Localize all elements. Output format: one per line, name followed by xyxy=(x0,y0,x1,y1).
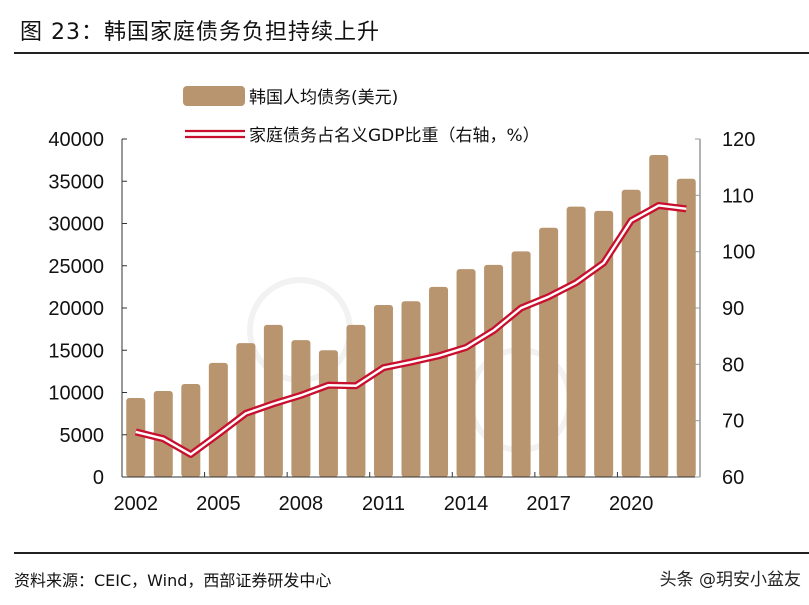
legend-line-label: 家庭债务占名义GDP比重（右轴，%） xyxy=(249,126,540,146)
chart-title: 图 23：韩国家庭债务负担持续上升 xyxy=(20,20,380,45)
bar-2015 xyxy=(484,264,504,477)
x-tick-label: 2020 xyxy=(609,493,654,515)
bar-2004 xyxy=(181,384,201,477)
bar-2014 xyxy=(456,269,476,477)
left-tick-label: 20000 xyxy=(48,298,104,320)
right-tick-label: 120 xyxy=(722,129,755,151)
bar-2019 xyxy=(594,210,614,477)
right-tick-label: 70 xyxy=(722,411,744,433)
source-note: 资料来源：CEIC，Wind，西部证券研发中心 xyxy=(14,571,332,590)
bar-2008 xyxy=(291,340,311,477)
left-tick-label: 40000 xyxy=(48,129,104,151)
bar-2013 xyxy=(429,286,449,477)
x-tick-label: 2017 xyxy=(526,493,571,515)
bar-2003 xyxy=(153,390,173,477)
bar-2017 xyxy=(539,227,559,477)
left-tick-label: 15000 xyxy=(48,340,104,362)
bar-2022 xyxy=(676,178,696,477)
x-tick-label: 2008 xyxy=(279,493,324,515)
right-tick-label: 100 xyxy=(722,242,755,264)
legend-bar-label: 韩国人均债务(美元) xyxy=(249,88,398,108)
right-tick-label: 90 xyxy=(722,298,744,320)
bar-2010 xyxy=(346,324,366,477)
bar-2016 xyxy=(511,251,531,477)
gdp-ratio-line-inner xyxy=(135,204,687,456)
bar-2009 xyxy=(318,350,338,477)
watermark-credit: 头条 @玥安小盆友 xyxy=(659,570,801,590)
bottom-divider xyxy=(14,552,809,554)
bar-2005 xyxy=(208,362,228,477)
bar-2021 xyxy=(649,155,669,477)
left-tick-label: 10000 xyxy=(48,383,104,405)
top-divider xyxy=(14,52,809,54)
bar-2012 xyxy=(401,301,421,477)
chart-area: 韩国人均债务(美元) 家庭债务占名义GDP比重（右轴，%） 0 5000 10000… xyxy=(48,86,755,515)
left-tick-label: 25000 xyxy=(48,256,104,278)
left-tick-label: 0 xyxy=(93,467,104,489)
bar-2002 xyxy=(126,397,146,477)
left-tick-label: 5000 xyxy=(60,425,105,447)
right-tick-label: 110 xyxy=(722,185,754,207)
bar-2011 xyxy=(373,305,393,477)
bar-2020 xyxy=(621,189,641,477)
x-tick-label: 2005 xyxy=(196,493,241,515)
legend: 韩国人均债务(美元) 家庭债务占名义GDP比重（右轴，%） xyxy=(183,86,540,146)
x-tick-label: 2011 xyxy=(362,493,405,515)
left-tick-label: 30000 xyxy=(48,214,104,236)
x-tick-label: 2014 xyxy=(444,493,489,515)
right-tick-label: 60 xyxy=(722,467,744,489)
bar-2018 xyxy=(566,206,586,477)
right-tick-label: 80 xyxy=(722,354,744,376)
left-tick-label: 35000 xyxy=(48,171,104,193)
x-tick-label: 2002 xyxy=(114,493,159,515)
legend-bar-swatch xyxy=(183,86,245,106)
